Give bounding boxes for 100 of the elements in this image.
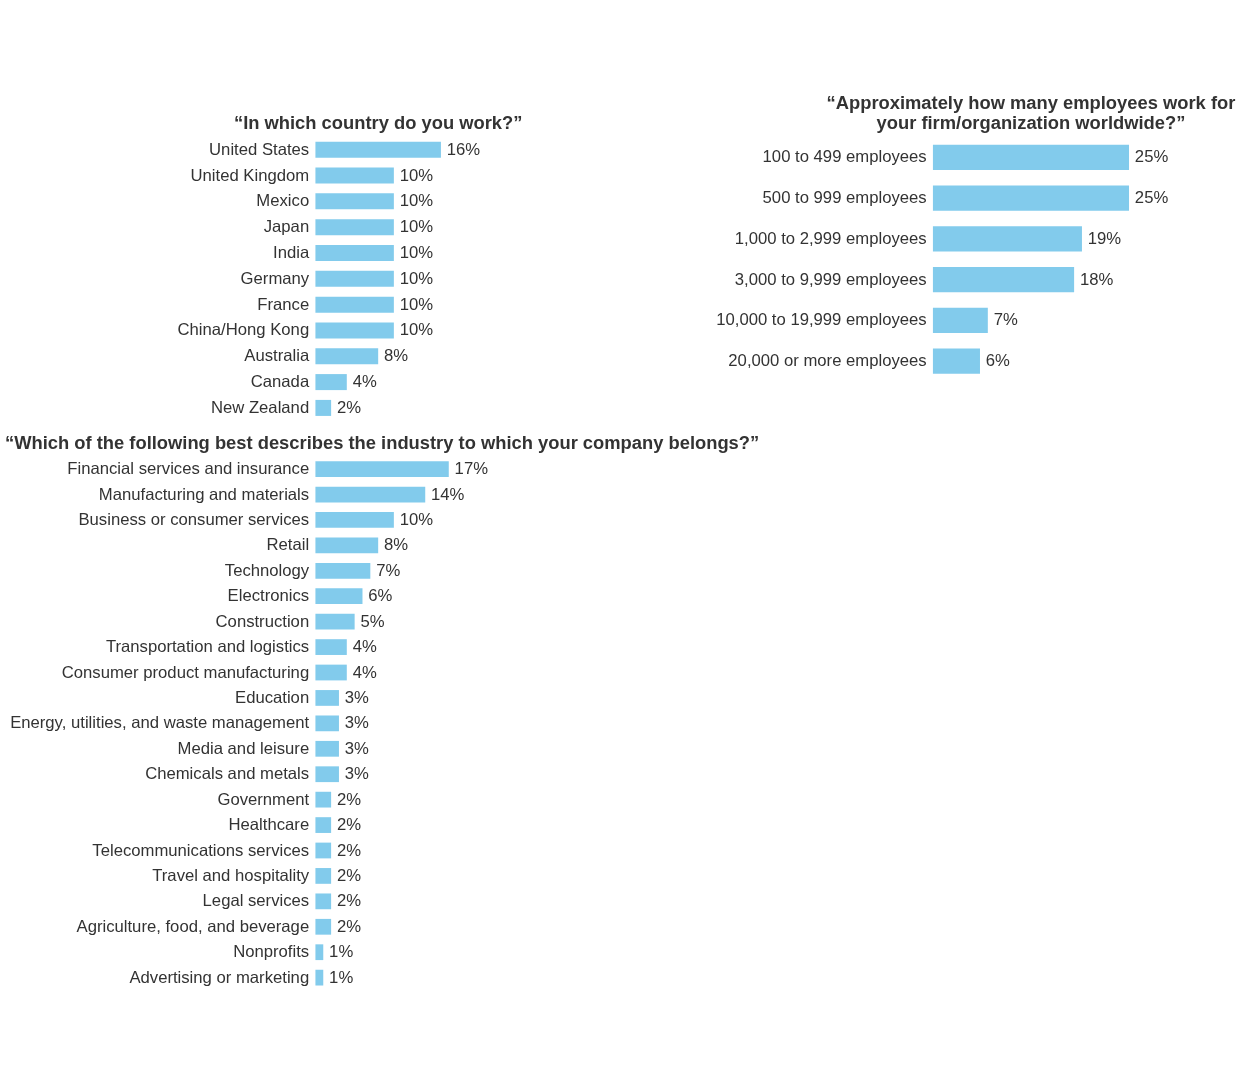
data-label: 6%	[368, 586, 393, 606]
y-tick-label: 10,000 to 19,999 employees	[716, 310, 927, 330]
bar	[315, 167, 394, 184]
y-tick-label: Telecommunications services	[92, 840, 310, 860]
data-label: 8%	[384, 346, 409, 366]
bar	[315, 193, 394, 210]
data-label: 2%	[336, 891, 362, 911]
data-label: 8%	[384, 535, 409, 555]
data-label: 25%	[1134, 147, 1169, 167]
bar	[315, 690, 339, 706]
y-tick-label: Nonprofits	[233, 942, 310, 962]
data-label: 18%	[1079, 269, 1114, 289]
bar	[315, 562, 371, 579]
y-tick-label: United Kingdom	[190, 165, 310, 185]
data-label: 2%	[336, 840, 362, 860]
bar	[315, 766, 339, 783]
y-tick-label: Manufacturing and materials	[98, 484, 310, 504]
bar	[315, 486, 426, 503]
bar	[315, 374, 347, 391]
bar	[315, 715, 339, 732]
bar	[932, 226, 1082, 252]
bar	[932, 144, 1130, 170]
y-tick-label: Chemicals and metals	[145, 764, 310, 784]
data-label: 16%	[446, 139, 481, 159]
data-label: 14%	[431, 484, 465, 504]
y-tick-label: 3,000 to 9,999 employees	[734, 269, 927, 289]
y-tick-label: China/Hong Kong	[177, 320, 310, 340]
data-label: 19%	[1087, 228, 1122, 248]
y-tick-label: 100 to 499 employees	[762, 147, 927, 167]
chart-title: “Which of the following best describes the industry to which your company belongs?”	[5, 431, 760, 453]
bar	[315, 817, 332, 833]
bar	[315, 296, 394, 313]
bar	[315, 537, 379, 554]
chart-title: “In which country do you work?”	[233, 112, 523, 134]
chart-title: “Approximately how many employees work for your firm/organization worldwide?”	[826, 92, 1236, 134]
bar	[315, 969, 324, 986]
data-label: 1%	[329, 942, 354, 962]
data-label: 10%	[399, 268, 434, 288]
data-label: 7%	[376, 560, 401, 580]
y-tick-label: Electronics	[227, 586, 310, 606]
y-tick-label: Education	[235, 687, 310, 707]
bar	[315, 588, 363, 605]
data-label: 5%	[360, 611, 385, 631]
bar	[315, 791, 332, 808]
data-label: 10%	[399, 191, 434, 211]
data-label: 1%	[329, 967, 354, 987]
y-tick-label: Legal services	[202, 891, 310, 911]
data-label: 10%	[399, 509, 434, 529]
y-tick-label: France	[257, 294, 310, 314]
data-label: 3%	[344, 764, 370, 784]
bar	[315, 461, 449, 477]
bar	[315, 399, 332, 416]
data-label: 10%	[399, 294, 434, 314]
y-tick-label: Agriculture, food, and beverage	[76, 916, 310, 936]
y-tick-label: Mexico	[256, 191, 310, 211]
bar	[932, 307, 988, 333]
bar	[315, 664, 347, 681]
data-label: 3%	[344, 713, 370, 733]
data-label: 3%	[344, 738, 370, 758]
bar	[315, 219, 394, 236]
data-label: 2%	[336, 397, 362, 417]
bar	[315, 322, 394, 339]
data-label: 4%	[352, 662, 377, 682]
y-tick-label: India	[273, 243, 310, 262]
y-tick-label: United States	[209, 139, 310, 159]
y-tick-label: Government	[217, 789, 310, 809]
data-label: 2%	[336, 815, 362, 835]
y-tick-label: Energy, utilities, and waste management	[10, 713, 310, 733]
y-tick-label: Transportation and logistics	[105, 637, 310, 657]
y-tick-label: Healthcare	[228, 815, 310, 835]
data-label: 4%	[352, 637, 377, 657]
bar	[315, 918, 332, 935]
bar	[315, 141, 441, 158]
bar	[315, 740, 339, 757]
data-label: 17%	[454, 459, 489, 479]
data-label: 2%	[336, 865, 362, 885]
y-tick-label: Canada	[250, 372, 310, 392]
data-label: 4%	[352, 372, 377, 392]
y-tick-label: Retail	[266, 535, 310, 555]
bar	[315, 613, 355, 630]
bar	[932, 266, 1075, 293]
y-tick-label: Business or consumer services	[78, 509, 310, 529]
data-label: 10%	[399, 217, 434, 237]
data-label: 6%	[985, 351, 1011, 371]
bar	[315, 842, 332, 859]
y-tick-label: Australia	[244, 346, 310, 366]
bar	[932, 348, 980, 374]
bar	[315, 270, 394, 287]
y-tick-label: Construction	[215, 611, 310, 631]
y-tick-label: Japan	[263, 217, 310, 237]
bar	[315, 893, 332, 910]
y-tick-label: Travel and hospitality	[152, 865, 310, 885]
bar	[315, 512, 394, 528]
data-label: 3%	[344, 687, 370, 707]
bar	[315, 639, 347, 655]
y-tick-label: Germany	[240, 268, 310, 288]
data-label: 10%	[399, 243, 434, 262]
y-tick-label: Media and leisure	[177, 738, 310, 758]
y-tick-label: Technology	[224, 560, 310, 580]
bar	[315, 348, 379, 365]
